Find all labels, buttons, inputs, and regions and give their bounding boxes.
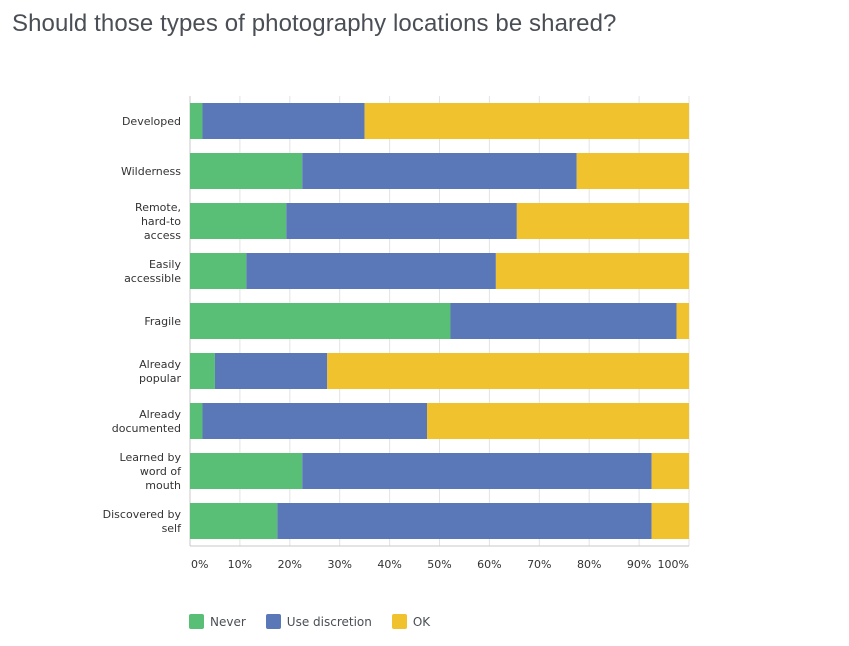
x-tick-label: 90% [627, 558, 651, 571]
bar-segment-ok [651, 503, 689, 539]
bar-segment-never [190, 203, 287, 239]
x-tick-label: 100% [658, 558, 689, 571]
chart-legend: Never Use discretion OK [189, 614, 450, 629]
bar-segment-never [190, 253, 247, 289]
legend-label: OK [412, 614, 431, 629]
bar-segment-use-discretion [286, 203, 517, 239]
x-tick-label: 30% [327, 558, 351, 571]
bar-segment-ok [495, 253, 689, 289]
bar-segment-use-discretion [302, 453, 652, 489]
bar-segment-never [190, 153, 303, 189]
bar-segment-ok [651, 453, 689, 489]
bar-segment-ok [364, 103, 689, 139]
bar-segment-use-discretion [246, 253, 496, 289]
bar-segment-never [190, 453, 303, 489]
legend-swatch [189, 614, 204, 629]
bar-segment-ok [516, 203, 689, 239]
x-tick-label: 60% [477, 558, 501, 571]
legend-label: Never [210, 614, 246, 629]
category-label: Already popular [139, 358, 181, 385]
x-tick-label: 0% [191, 558, 208, 571]
category-label: Discovered by self [103, 508, 182, 535]
bar-segment-use-discretion [214, 353, 328, 389]
x-tick-label: 20% [278, 558, 302, 571]
bar-segment-never [190, 103, 203, 139]
bar-segment-never [190, 503, 278, 539]
category-label: Wilderness [121, 165, 181, 178]
legend-item: Use discretion [265, 614, 372, 629]
bar-segment-never [190, 303, 451, 339]
category-label: Learned by word of mouth [120, 451, 183, 492]
x-tick-label: 50% [427, 558, 451, 571]
bar-segment-ok [427, 403, 689, 439]
bar-segment-never [190, 403, 203, 439]
x-tick-label: 10% [228, 558, 252, 571]
bar-segment-use-discretion [277, 503, 652, 539]
legend-swatch [391, 614, 407, 629]
bar-segment-use-discretion [202, 103, 365, 139]
category-label: Fragile [144, 315, 181, 328]
category-label: Developed [122, 115, 181, 128]
bar-segment-use-discretion [302, 153, 577, 189]
category-label: Already documented [112, 408, 182, 435]
bar-segment-ok [676, 303, 689, 339]
legend-label: Use discretion [286, 614, 372, 629]
legend-item: OK [391, 614, 431, 629]
legend-item: Never [189, 614, 246, 629]
x-tick-label: 70% [527, 558, 551, 571]
bar-segment-ok [327, 353, 689, 389]
chart-title: Should those types of photography locati… [12, 10, 617, 37]
category-label: Easily accessible [124, 258, 181, 285]
x-tick-label: 80% [577, 558, 601, 571]
x-tick-label: 40% [377, 558, 401, 571]
bar-segment-use-discretion [450, 303, 677, 339]
bar-segment-ok [576, 153, 689, 189]
bar-segment-never [190, 353, 215, 389]
bar-segment-use-discretion [202, 403, 428, 439]
legend-swatch [265, 614, 281, 629]
category-label: Remote, hard-to access [135, 201, 181, 242]
